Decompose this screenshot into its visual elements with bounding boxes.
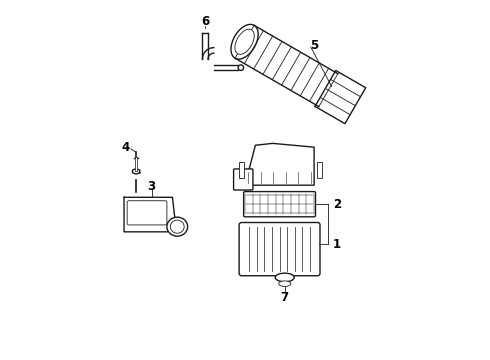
Text: 2: 2 bbox=[333, 198, 341, 211]
Ellipse shape bbox=[231, 24, 258, 59]
Polygon shape bbox=[132, 169, 140, 174]
Ellipse shape bbox=[238, 65, 244, 71]
Text: 4: 4 bbox=[122, 141, 130, 154]
Ellipse shape bbox=[279, 281, 291, 287]
Ellipse shape bbox=[167, 217, 188, 236]
Text: 3: 3 bbox=[147, 180, 156, 193]
Polygon shape bbox=[124, 197, 175, 232]
Text: 6: 6 bbox=[201, 14, 209, 27]
Polygon shape bbox=[315, 71, 366, 123]
FancyBboxPatch shape bbox=[244, 192, 316, 217]
Bar bbox=[317, 162, 322, 178]
Ellipse shape bbox=[235, 29, 254, 54]
FancyBboxPatch shape bbox=[127, 201, 167, 225]
Ellipse shape bbox=[171, 220, 184, 233]
Text: 5: 5 bbox=[310, 39, 318, 52]
FancyBboxPatch shape bbox=[239, 222, 320, 276]
Bar bbox=[239, 162, 244, 178]
FancyBboxPatch shape bbox=[234, 169, 253, 190]
Ellipse shape bbox=[275, 273, 294, 282]
Polygon shape bbox=[245, 143, 314, 185]
Text: 1: 1 bbox=[333, 238, 341, 251]
Text: 7: 7 bbox=[281, 291, 289, 304]
